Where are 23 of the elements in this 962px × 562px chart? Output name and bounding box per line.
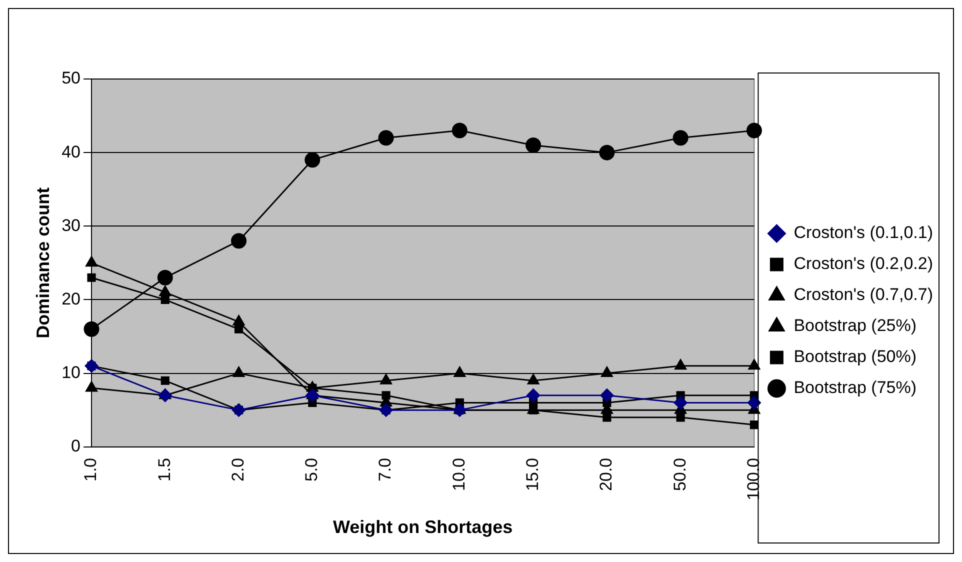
legend-label: Croston's (0.2,0.2)	[794, 254, 934, 274]
y-tick-label: 30	[62, 216, 81, 235]
x-tick-label: 1.5	[154, 458, 174, 482]
x-tick-label: 5.0	[302, 458, 322, 482]
y-tick-label: 0	[71, 436, 81, 456]
x-tick-label: 2.0	[228, 458, 248, 482]
y-tick-label: 20	[62, 289, 81, 308]
legend-label: Croston's (0.7,0.7)	[794, 285, 934, 304]
x-tick-label: 10.0	[449, 458, 468, 491]
x-tick-label: 15.0	[522, 458, 542, 491]
legend-label: Bootstrap (50%)	[794, 347, 917, 366]
x-tick-label: 50.0	[670, 458, 690, 491]
legend-label: Bootstrap (25%)	[794, 316, 917, 336]
y-tick-label: 10	[62, 362, 81, 382]
legend-label: Bootstrap (75%)	[794, 378, 917, 398]
y-tick-label: 40	[62, 142, 81, 162]
y-tick-label: 50	[62, 68, 81, 88]
y-axis-title: Dominance count	[32, 187, 53, 338]
x-tick-label: 7.0	[376, 458, 395, 482]
x-axis-title: Weight on Shortages	[333, 517, 513, 538]
legend-label: Croston's (0.1,0.1)	[794, 223, 934, 242]
x-tick-label: 20.0	[596, 458, 616, 491]
x-tick-label: 1.0	[81, 458, 100, 482]
